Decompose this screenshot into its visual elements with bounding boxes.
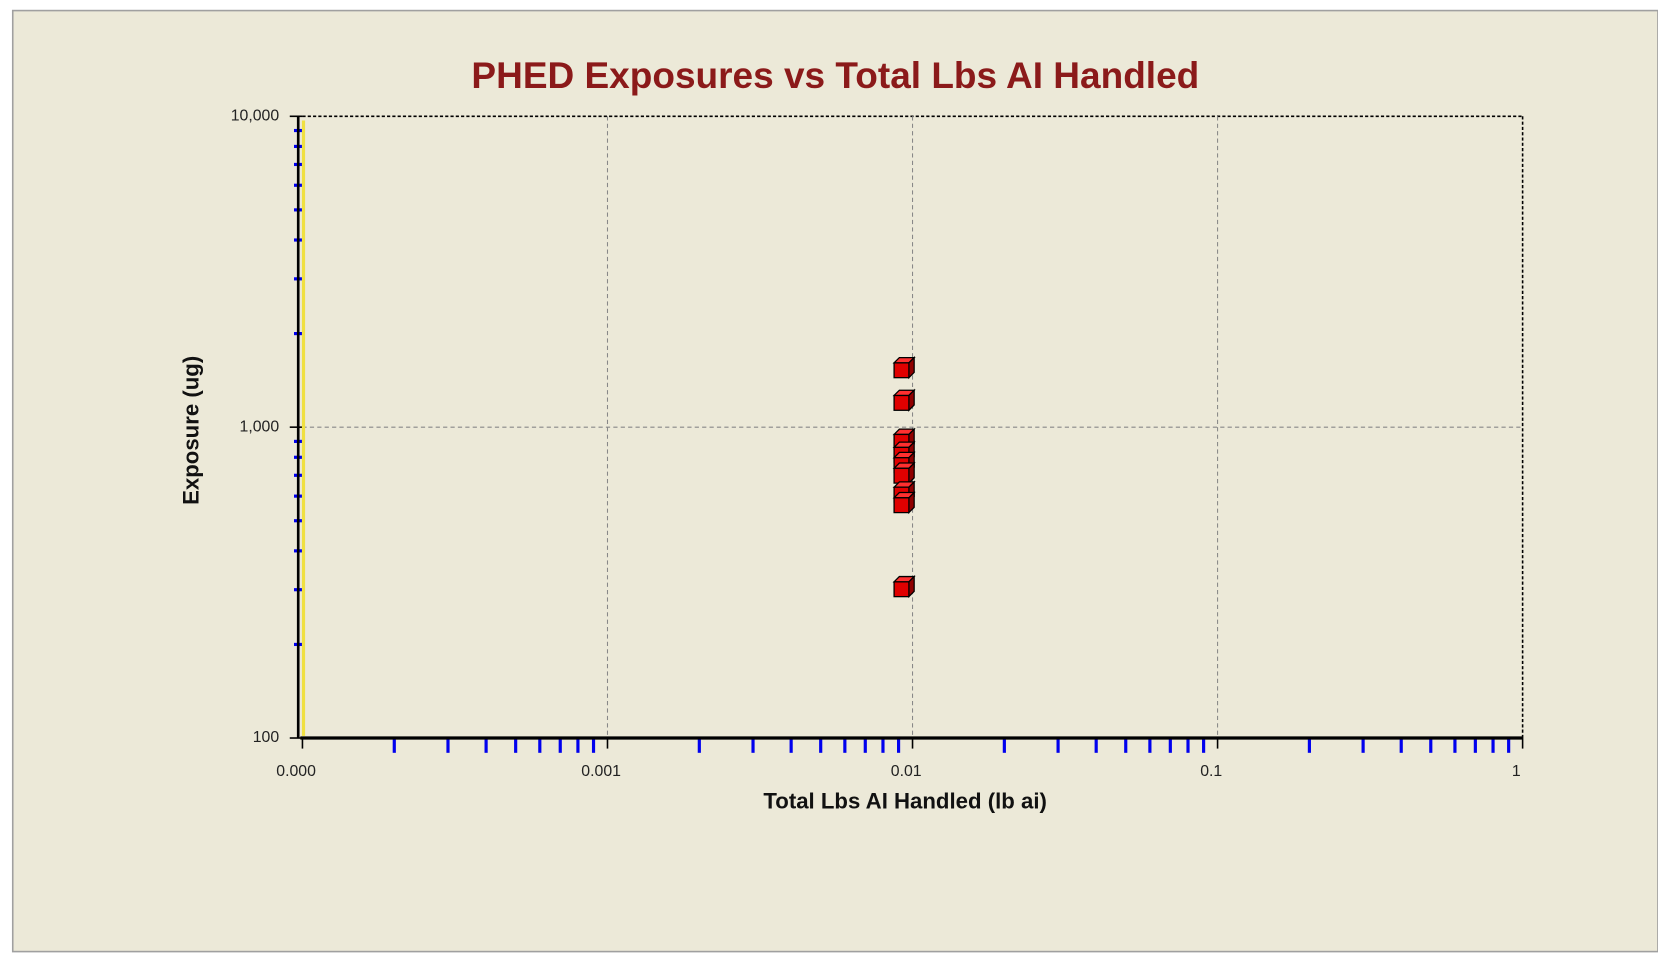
point-face <box>893 394 910 411</box>
point-face <box>893 581 910 598</box>
y-tick-label: 100 <box>253 729 280 746</box>
point-face <box>893 467 910 484</box>
y-tick-label: 1,000 <box>240 418 280 435</box>
data-point <box>892 356 916 380</box>
data-point <box>892 575 916 599</box>
data-point <box>892 388 916 412</box>
x-tick-label: 0.1 <box>1200 763 1222 780</box>
y-axis-label: Exposure (ug) <box>178 356 203 505</box>
x-axis-label: Total Lbs AI Handled (lb ai) <box>763 788 1047 813</box>
point-face <box>893 362 910 379</box>
data-point <box>892 490 916 515</box>
x-tick-label: 1 <box>1512 763 1521 780</box>
x-tick-label: 0.001 <box>581 763 621 780</box>
y-tick-label: 10,000 <box>231 107 280 124</box>
chart-title: PHED Exposures vs Total Lbs AI Handled <box>471 55 1199 96</box>
x-tick-label: 0.000 <box>276 763 316 780</box>
x-tick-label: 0.01 <box>891 763 922 780</box>
chart-panel <box>11 9 1658 953</box>
point-face <box>893 497 910 514</box>
data-point <box>892 461 916 485</box>
